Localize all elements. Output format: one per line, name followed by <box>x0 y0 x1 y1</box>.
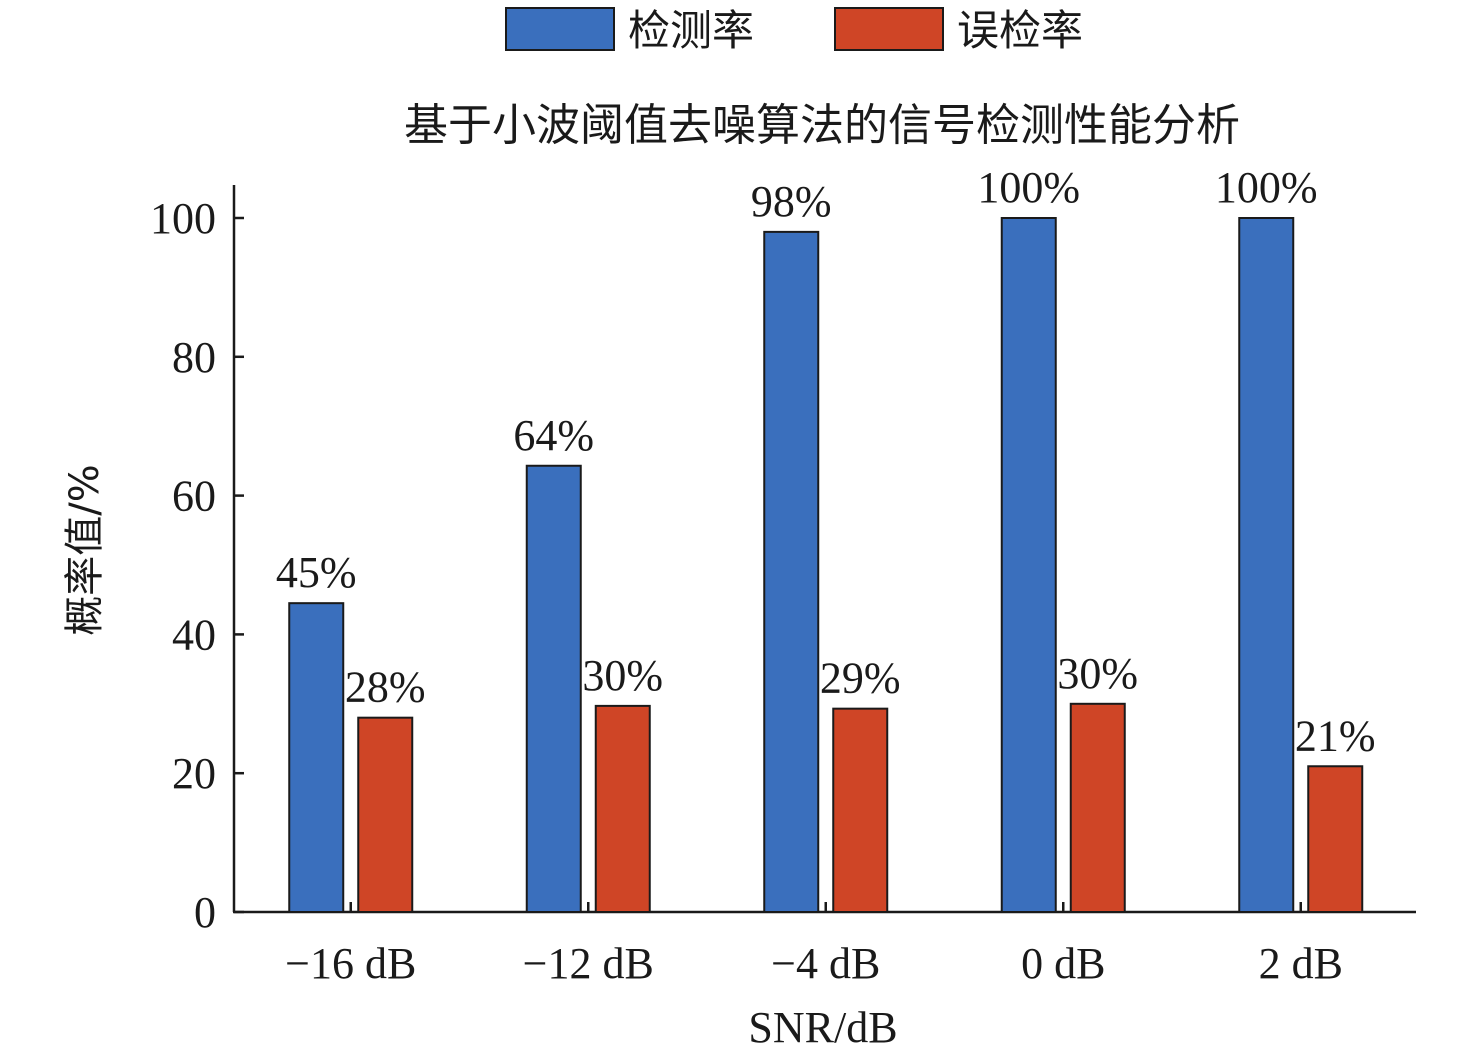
y-tick-label: 40 <box>172 610 216 659</box>
bar-detection-rate <box>525 464 582 913</box>
y-axis-label: 概率值/% <box>62 464 108 635</box>
bar-detection-rate <box>763 230 820 913</box>
y-tick-label: 60 <box>172 472 216 521</box>
bars <box>288 217 1364 914</box>
data-label-detection-rate: 64% <box>513 411 594 460</box>
data-label-false-detection-rate: 21% <box>1295 711 1376 760</box>
bar-false-detection-rate <box>357 716 414 913</box>
legend-swatch-false-detection <box>834 7 944 51</box>
data-labels: 45% 28% 64% 30% 98% 29% 100% 30% 100% 21% <box>276 163 1376 760</box>
data-label-detection-rate: 45% <box>276 548 357 597</box>
data-label-false-detection-rate: 28% <box>345 663 426 712</box>
data-label-detection-rate: 98% <box>751 177 832 226</box>
y-tick-label: 0 <box>194 888 216 937</box>
bar-detection-rate <box>1238 217 1295 913</box>
x-tick-label: −16 dB <box>285 939 416 988</box>
x-tick-label: −12 dB <box>523 939 654 988</box>
data-label-false-detection-rate: 30% <box>582 651 663 700</box>
y-tick-label: 80 <box>172 333 216 382</box>
x-axis-label: SNR/dB <box>748 1003 897 1052</box>
y-tick-label: 100 <box>150 194 216 243</box>
data-label-detection-rate: 100% <box>1215 163 1318 212</box>
bar-false-detection-rate <box>1069 702 1126 913</box>
data-label-false-detection-rate: 30% <box>1057 649 1138 698</box>
y-axis-ticks: 0 20 40 60 80 100 <box>150 194 244 937</box>
x-tick-label: 2 dB <box>1259 939 1343 988</box>
x-tick-label: 0 dB <box>1021 939 1105 988</box>
legend: 检测率 误检率 <box>505 6 1083 55</box>
x-axis-ticks: −16 dB −12 dB −4 dB 0 dB 2 dB <box>285 902 1343 988</box>
legend-swatch-detection <box>505 7 615 51</box>
data-label-false-detection-rate: 29% <box>820 654 901 703</box>
y-tick-label: 20 <box>172 749 216 798</box>
legend-label-false-detection: 误检率 <box>957 6 1083 55</box>
bar-detection-rate <box>1000 217 1057 913</box>
bar-false-detection-rate <box>594 704 651 914</box>
legend-label-detection: 检测率 <box>628 6 754 55</box>
chart-title: 基于小波阈值去噪算法的信号检测性能分析 <box>404 100 1240 151</box>
bar-false-detection-rate <box>1307 765 1364 914</box>
x-tick-label: −4 dB <box>771 939 880 988</box>
bar-detection-rate <box>288 602 345 913</box>
data-label-detection-rate: 100% <box>977 163 1080 212</box>
bar-false-detection-rate <box>832 707 889 914</box>
